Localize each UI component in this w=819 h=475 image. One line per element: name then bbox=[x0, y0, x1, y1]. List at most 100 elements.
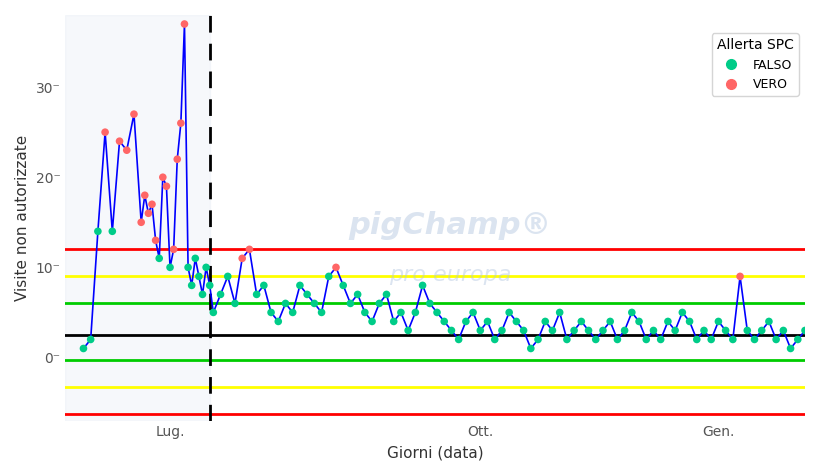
Point bbox=[358, 309, 371, 316]
Point bbox=[790, 336, 803, 343]
Point bbox=[618, 327, 631, 334]
Point bbox=[250, 291, 263, 298]
Point bbox=[106, 228, 119, 235]
Point bbox=[286, 309, 299, 316]
Point bbox=[156, 173, 170, 181]
Point bbox=[343, 300, 356, 307]
Point bbox=[740, 327, 753, 334]
Point bbox=[726, 336, 739, 343]
Point bbox=[517, 327, 530, 334]
Point bbox=[77, 345, 90, 352]
Point bbox=[365, 318, 378, 325]
Point bbox=[690, 336, 703, 343]
Point bbox=[373, 300, 386, 307]
Legend: FALSO, VERO: FALSO, VERO bbox=[711, 33, 798, 96]
Point bbox=[293, 282, 306, 289]
Point bbox=[221, 273, 234, 280]
Point bbox=[559, 336, 572, 343]
Point bbox=[394, 309, 407, 316]
Point bbox=[473, 327, 486, 334]
Point bbox=[733, 273, 746, 280]
Point bbox=[798, 327, 811, 334]
Point bbox=[437, 318, 450, 325]
Text: pro europa: pro europa bbox=[388, 265, 510, 285]
Point bbox=[538, 318, 551, 325]
Point bbox=[754, 327, 767, 334]
Point bbox=[134, 218, 147, 226]
Point bbox=[654, 336, 667, 343]
Point bbox=[610, 336, 623, 343]
Point bbox=[459, 318, 472, 325]
Point bbox=[589, 336, 602, 343]
Point bbox=[196, 291, 209, 298]
Point bbox=[351, 291, 364, 298]
Point bbox=[415, 282, 428, 289]
Point bbox=[271, 318, 284, 325]
Point bbox=[178, 20, 191, 28]
Point bbox=[127, 110, 140, 118]
Point bbox=[631, 318, 645, 325]
Point bbox=[718, 327, 731, 334]
Point bbox=[160, 182, 173, 190]
Point bbox=[553, 309, 566, 316]
Point bbox=[199, 264, 212, 271]
Point bbox=[185, 282, 198, 289]
Point bbox=[430, 309, 443, 316]
Point bbox=[138, 191, 152, 199]
Point bbox=[466, 309, 479, 316]
Point bbox=[531, 336, 544, 343]
Point bbox=[711, 318, 724, 325]
Point bbox=[314, 309, 328, 316]
Point bbox=[423, 300, 436, 307]
Point bbox=[206, 309, 219, 316]
Point bbox=[545, 327, 559, 334]
Point bbox=[235, 255, 248, 262]
Point bbox=[322, 273, 335, 280]
Point bbox=[567, 327, 580, 334]
Point bbox=[242, 246, 256, 253]
Point bbox=[167, 246, 180, 253]
Point bbox=[301, 291, 314, 298]
X-axis label: Giorni (data): Giorni (data) bbox=[387, 445, 483, 460]
Point bbox=[625, 309, 638, 316]
Point bbox=[163, 264, 176, 271]
Point bbox=[409, 309, 422, 316]
Point bbox=[203, 282, 216, 289]
Point bbox=[278, 300, 292, 307]
Point bbox=[91, 228, 104, 235]
Point bbox=[595, 327, 609, 334]
Point bbox=[257, 282, 270, 289]
Point bbox=[229, 300, 242, 307]
Point bbox=[329, 264, 342, 271]
Point bbox=[667, 327, 681, 334]
Point bbox=[747, 336, 760, 343]
Point bbox=[509, 318, 523, 325]
Point bbox=[697, 327, 710, 334]
Point bbox=[142, 209, 155, 217]
Point bbox=[265, 309, 278, 316]
Point bbox=[149, 237, 162, 244]
Point bbox=[145, 200, 158, 208]
Point bbox=[481, 318, 494, 325]
Point bbox=[214, 291, 227, 298]
Text: pigChamp®: pigChamp® bbox=[348, 211, 551, 240]
Point bbox=[495, 327, 508, 334]
Point bbox=[379, 291, 392, 298]
Point bbox=[337, 282, 350, 289]
Point bbox=[603, 318, 616, 325]
Point bbox=[192, 273, 206, 280]
Bar bbox=[66, 15, 210, 420]
Point bbox=[639, 336, 652, 343]
Point bbox=[188, 255, 201, 262]
Point bbox=[445, 327, 458, 334]
Point bbox=[170, 155, 183, 163]
Point bbox=[84, 336, 97, 343]
Point bbox=[661, 318, 674, 325]
Point bbox=[113, 137, 126, 145]
Point bbox=[120, 146, 133, 154]
Point bbox=[776, 327, 789, 334]
Point bbox=[487, 336, 500, 343]
Point bbox=[646, 327, 659, 334]
Point bbox=[174, 119, 188, 127]
Point bbox=[181, 264, 194, 271]
